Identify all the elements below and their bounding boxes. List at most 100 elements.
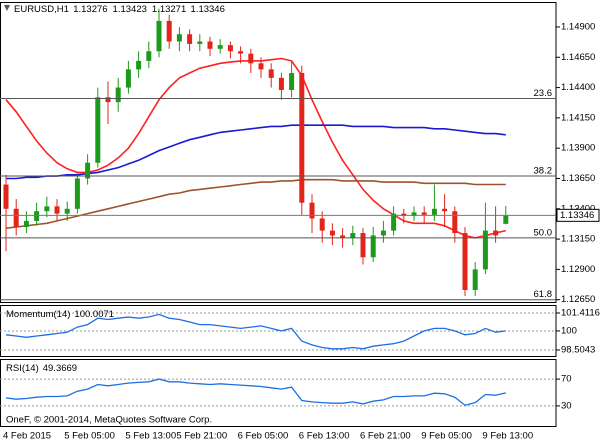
indicator-name: RSI(14): [6, 363, 39, 374]
candle-body: [227, 45, 233, 52]
candle-body: [44, 206, 50, 212]
indicator-title: Momentum(14) 100.0071: [6, 309, 114, 320]
panel-frame: [0, 359, 557, 427]
candle-body: [217, 45, 223, 49]
x-tick-label: 6 Feb 05:00: [238, 431, 289, 442]
candle-body: [442, 208, 448, 212]
indicator-name: Momentum(14): [6, 309, 70, 320]
y-tick-label: 1.13900: [561, 143, 595, 154]
y-tick-label: 1.13150: [561, 234, 595, 245]
indicator-line: [5, 378, 506, 406]
candle-body: [156, 20, 162, 52]
candle-body: [278, 77, 284, 90]
candle-body: [207, 41, 213, 49]
panel-frame: [0, 2, 557, 303]
fibo-label: 50.0: [534, 227, 553, 238]
candle-body: [452, 211, 458, 234]
candle-body: [370, 235, 376, 258]
y-tick-label: 98.5043: [561, 344, 595, 355]
candle-body: [64, 208, 70, 214]
indicator-title: RSI(14) 49.3669: [6, 363, 77, 374]
candle-body: [503, 215, 509, 224]
candle-body: [3, 184, 9, 209]
y-tick-label: 1.14150: [561, 112, 595, 123]
ohlc-value: 1.13346: [191, 4, 225, 15]
candle-body: [493, 230, 499, 236]
ohlc-value: 1.13276: [73, 4, 107, 15]
fibo-label: 38.2: [534, 166, 553, 177]
candle-body: [248, 53, 254, 64]
candle-body: [187, 34, 193, 44]
candle-body: [431, 208, 437, 215]
candle-body: [105, 97, 111, 103]
indicator-value: 49.3669: [43, 363, 77, 374]
copyright: OneF, © 2001-2014, MetaQuotes Software C…: [6, 415, 212, 426]
fibo-label: 61.8: [534, 289, 553, 300]
candle-body: [258, 63, 264, 70]
candle-body: [146, 51, 152, 61]
candle-body: [391, 213, 397, 231]
y-tick-label: 70: [561, 374, 572, 385]
candle-body: [268, 69, 274, 78]
x-tick-label: 6 Feb 13:00: [299, 431, 350, 442]
candle-body: [462, 233, 468, 290]
x-tick-label: 5 Feb 21:00: [176, 431, 227, 442]
candle-body: [380, 230, 386, 236]
y-tick-label: 1.14400: [561, 82, 595, 93]
ohlc-value: 1.13423: [113, 4, 147, 15]
candle-body: [299, 73, 305, 203]
indicator-line: [5, 313, 506, 350]
price-box: [556, 208, 600, 222]
candle-body: [319, 218, 325, 231]
y-tick-label: 1.13400: [561, 203, 595, 214]
candle-body: [13, 208, 19, 227]
candle-body: [136, 60, 142, 70]
candle-body: [197, 41, 203, 44]
candle-body: [125, 69, 131, 88]
y-tick-label: 1.12900: [561, 264, 595, 275]
candle-body: [34, 211, 40, 221]
y-tick-label: 101.4116: [561, 308, 600, 319]
symbol: EURUSD,H1: [14, 4, 69, 15]
y-tick-label: 1.13650: [561, 173, 595, 184]
candle-body: [74, 178, 80, 209]
x-tick-label: 5 Feb 05:00: [64, 431, 115, 442]
candle-body: [54, 206, 60, 214]
candle-body: [176, 34, 182, 42]
y-tick-label: 1.14650: [561, 52, 595, 63]
chart-title: EURUSD,H1 1.13276 1.13423 1.13271 1.13346: [14, 4, 225, 15]
x-tick-label: 9 Feb 13:00: [482, 431, 533, 442]
candle-body: [482, 230, 488, 270]
title-icon: [4, 5, 10, 11]
candle-body: [411, 212, 417, 217]
x-tick-label: 5 Feb 13:00: [125, 431, 176, 442]
candle-body: [95, 97, 101, 163]
y-tick-label: 100: [561, 325, 577, 336]
candle-body: [238, 51, 244, 54]
candle-body: [340, 235, 346, 238]
moving-average: [5, 178, 506, 229]
candle-body: [85, 162, 91, 179]
candle-body: [360, 233, 366, 258]
y-tick-label: 30: [561, 400, 572, 411]
candle-body: [309, 202, 315, 219]
fibo-label: 23.6: [534, 88, 553, 99]
y-tick-label: 1.14900: [561, 21, 595, 32]
candle-body: [350, 233, 356, 238]
ohlc-value: 1.13271: [152, 4, 186, 15]
candle-body: [329, 230, 335, 236]
candle-body: [166, 20, 172, 42]
candle-body: [289, 73, 295, 90]
candle-body: [472, 269, 478, 290]
x-tick-label: 9 Feb 05:00: [421, 431, 472, 442]
candle-body: [23, 220, 29, 227]
price-label: 1.13346: [560, 210, 594, 221]
candle-body: [421, 212, 427, 215]
x-tick-label: 4 Feb 2015: [3, 431, 51, 442]
x-tick-label: 6 Feb 21:00: [360, 431, 411, 442]
candle-body: [115, 87, 121, 103]
y-tick-label: 1.12650: [561, 294, 595, 305]
indicator-value: 100.0071: [74, 309, 114, 320]
